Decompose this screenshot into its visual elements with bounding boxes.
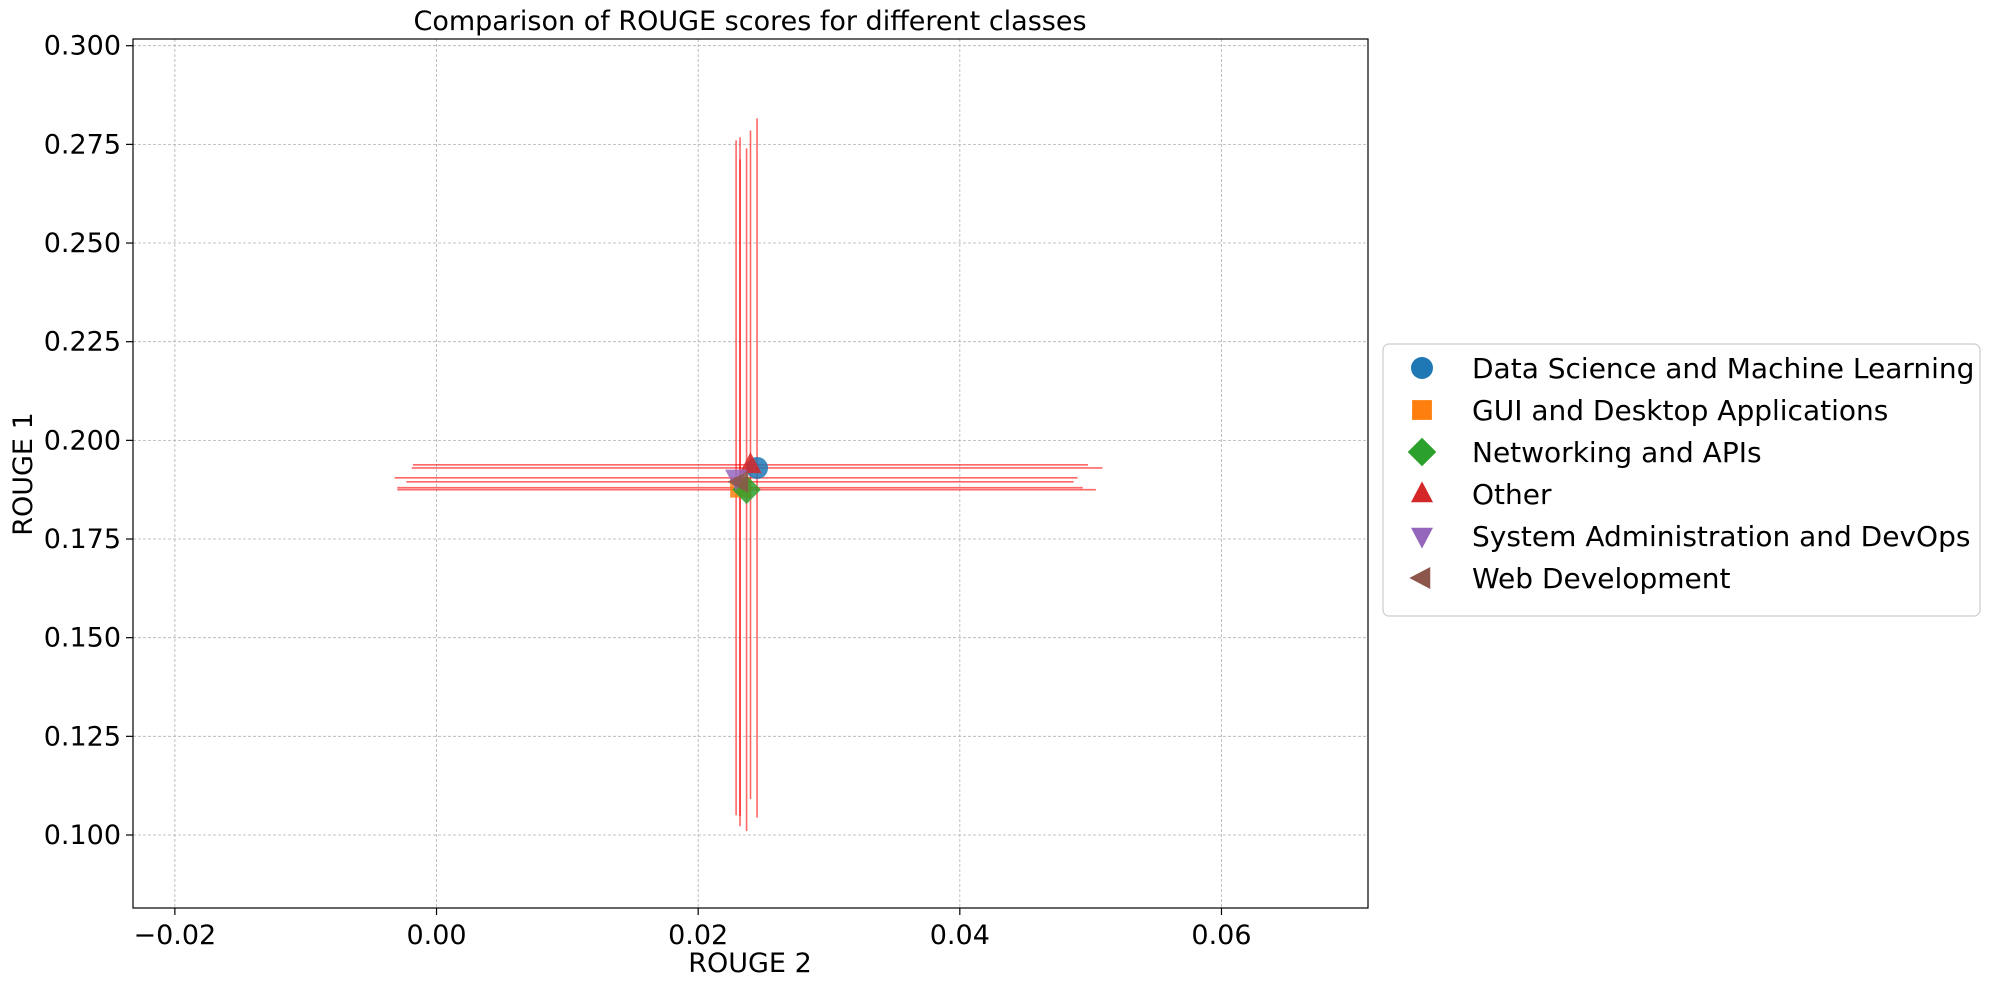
y-tick-label: 0.250 bbox=[44, 228, 121, 259]
legend-label: GUI and Desktop Applications bbox=[1472, 394, 1888, 427]
legend-marker bbox=[1407, 437, 1437, 467]
legend-label: Networking and APIs bbox=[1472, 436, 1762, 469]
x-axis-label: ROUGE 2 bbox=[688, 948, 812, 979]
legend-label: Data Science and Machine Learning bbox=[1472, 352, 1974, 385]
x-tick-label: 0.06 bbox=[1191, 920, 1251, 951]
legend: Data Science and Machine Learning GUI and… bbox=[1382, 343, 1981, 617]
y-tick-label: 0.275 bbox=[44, 129, 121, 160]
data-markers bbox=[725, 452, 769, 504]
y-tick-label: 0.200 bbox=[44, 425, 121, 456]
x-tick-label: 0.00 bbox=[406, 920, 466, 951]
data-point bbox=[727, 470, 749, 493]
legend-box bbox=[1382, 343, 1981, 617]
legend-label: System Administration and DevOps bbox=[1472, 520, 1970, 553]
legend-marker bbox=[1411, 357, 1433, 379]
axis-ticks: −0.02 0.00 0.02 0.04 0.06 0.100 0.125 0.150 0.17… bbox=[44, 31, 1252, 951]
y-tick-label: 0.175 bbox=[44, 524, 121, 555]
y-tick-label: 0.100 bbox=[44, 820, 121, 851]
chart-title: Comparison of ROUGE scores for different… bbox=[413, 6, 1086, 37]
y-tick-label: 0.300 bbox=[44, 31, 121, 62]
y-tick-label: 0.225 bbox=[44, 327, 121, 358]
legend-marker bbox=[1409, 567, 1431, 589]
data-point bbox=[739, 452, 762, 474]
legend-label: Web Development bbox=[1472, 562, 1730, 595]
y-tick-label: 0.125 bbox=[44, 721, 121, 752]
legend-marker bbox=[1412, 400, 1432, 420]
y-tick-label: 0.150 bbox=[44, 623, 121, 654]
plot-frame bbox=[132, 38, 1369, 909]
legend-marker bbox=[1411, 481, 1433, 503]
legend-label: Other bbox=[1472, 478, 1552, 511]
legend-marker bbox=[1411, 527, 1433, 549]
x-tick-label: 0.02 bbox=[668, 920, 728, 951]
x-tick-label: 0.04 bbox=[930, 920, 990, 951]
y-axis-label: ROUGE 1 bbox=[8, 412, 39, 536]
x-tick-label: −0.02 bbox=[133, 920, 216, 951]
